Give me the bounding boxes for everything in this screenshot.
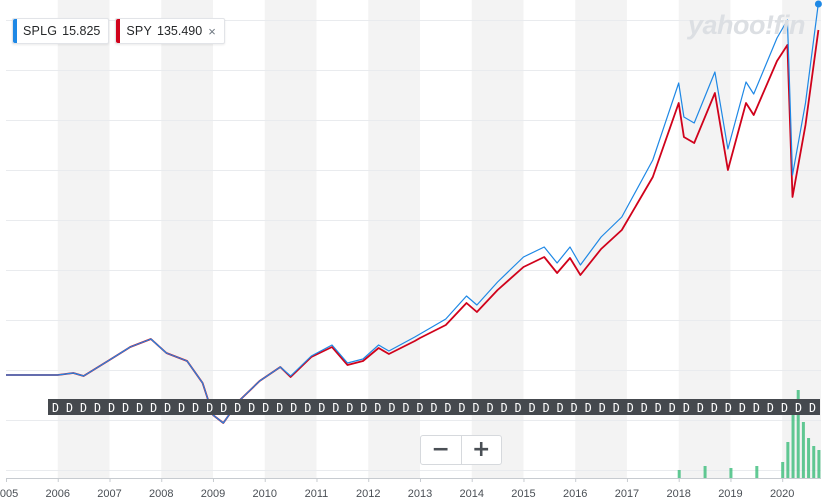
year-band	[575, 0, 627, 478]
volume-bar	[786, 442, 790, 478]
splg-value: 15.825	[62, 24, 101, 38]
splg-symbol: SPLG	[23, 24, 58, 38]
x-tick-label: 2011	[305, 488, 329, 500]
series-line-splg	[6, 2, 819, 424]
volume-bar	[781, 462, 785, 478]
volume-bar	[677, 470, 681, 478]
close-icon[interactable]: ×	[208, 23, 216, 39]
x-tick-label: 2012	[356, 488, 380, 500]
x-tick-label: 2007	[97, 488, 121, 500]
x-tick-label: 2015	[511, 488, 535, 500]
year-band	[678, 0, 731, 478]
overlay-strip	[48, 399, 820, 415]
x-tick-label: 2009	[201, 488, 225, 500]
overlay-text: D D D D D D D D D D D D D D D D D D D D …	[52, 401, 816, 415]
series-endpoint-splg	[814, 0, 822, 8]
x-tick-label: 2016	[563, 488, 587, 500]
x-tick-label: 2005	[0, 488, 18, 500]
spy-color-swatch	[116, 19, 121, 43]
zoom-divider	[460, 436, 462, 464]
legend: SPLG 15.825 SPY 135.490 ×	[12, 18, 225, 44]
legend-chip-splg[interactable]: SPLG 15.825	[12, 18, 110, 44]
year-band	[264, 0, 317, 478]
volume-bar	[729, 468, 733, 478]
year-band	[471, 0, 524, 478]
spy-symbol: SPY	[126, 24, 153, 38]
zoom-out-button[interactable]: −	[421, 436, 461, 464]
volume-bar	[755, 466, 759, 478]
volume-bar	[796, 390, 800, 478]
volume-bar	[791, 406, 795, 478]
volume-bar	[801, 422, 805, 478]
zoom-in-button[interactable]: +	[462, 436, 502, 464]
x-tick-label: 2008	[149, 488, 173, 500]
volume-bar	[812, 446, 816, 478]
year-band	[57, 0, 110, 478]
volume-bar	[807, 438, 811, 478]
year-band	[161, 0, 213, 478]
splg-color-swatch	[13, 19, 17, 43]
volume-bar	[703, 466, 707, 478]
legend-chip-spy[interactable]: SPY 135.490 ×	[115, 18, 225, 44]
x-tick-label: 2018	[666, 488, 690, 500]
yahoo-finance-logo: yahoo!fin	[688, 10, 806, 40]
zoom-controls: − +	[420, 435, 502, 465]
x-tick-label: 2017	[615, 488, 639, 500]
x-tick-label: 2006	[46, 488, 70, 500]
x-tick-label: 2010	[252, 488, 276, 500]
year-band	[368, 0, 420, 478]
x-tick-label: 2020	[770, 488, 794, 500]
x-tick-label: 2013	[408, 488, 432, 500]
x-tick-label: 2014	[459, 488, 483, 500]
spy-value: 135.490	[157, 24, 203, 38]
x-tick-label: 2019	[718, 488, 742, 500]
volume-bar	[817, 450, 821, 478]
